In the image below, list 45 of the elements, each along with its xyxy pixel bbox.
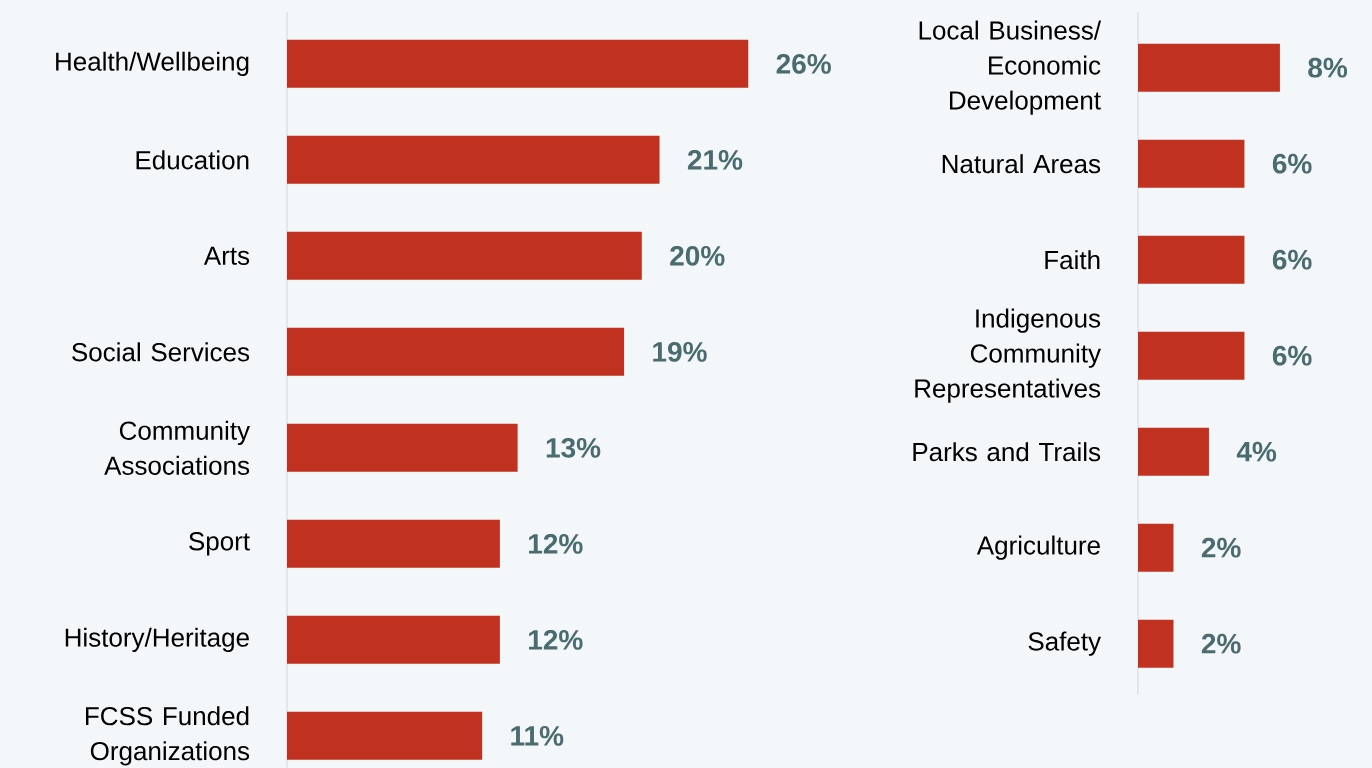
bar: [287, 39, 749, 88]
bar: [287, 327, 625, 376]
bar: [1138, 43, 1280, 92]
data-label: 6%: [1272, 153, 1312, 174]
y-tick-label: Natural Areas: [942, 154, 1101, 174]
bar: [1138, 331, 1245, 380]
bar: [287, 231, 642, 280]
bar: [1138, 619, 1174, 668]
bar: [287, 519, 500, 568]
y-tick-label: Sport: [189, 532, 250, 556]
data-label: 4%: [1236, 441, 1277, 462]
data-label: 26%: [776, 53, 831, 74]
data-label: 2%: [1201, 537, 1241, 558]
data-label: 21%: [687, 149, 743, 170]
y-tick-label: Agriculture: [976, 535, 1100, 560]
y-tick-label: Indigenous Community Representatives: [915, 308, 1101, 403]
bar: [1138, 139, 1245, 188]
data-label: 11%: [511, 726, 564, 746]
y-tick-label: Parks and Trails: [913, 442, 1101, 462]
data-label: 12%: [529, 629, 583, 650]
y-tick-label: Education: [136, 150, 249, 170]
data-label: 19%: [653, 341, 707, 362]
bar: [287, 423, 518, 472]
y-tick-label: History/Heritage: [65, 627, 249, 652]
y-tick-label: Community Associations: [104, 420, 250, 475]
bar: [287, 135, 660, 184]
data-label: 2%: [1201, 633, 1241, 654]
data-label: 13%: [546, 437, 601, 458]
y-tick-label: Faith: [1045, 250, 1100, 270]
data-label: 12%: [529, 533, 583, 554]
bar: [1138, 235, 1245, 284]
y-tick-label: Social Services: [72, 342, 250, 362]
y-tick-label: FCSS Funded Organizations: [86, 706, 250, 766]
bar: [1138, 427, 1209, 476]
y-tick-label: Arts: [203, 246, 250, 265]
y-tick-label: Safety: [1028, 631, 1102, 656]
bar: [287, 711, 483, 760]
data-label: 6%: [1272, 345, 1312, 366]
y-tick-label: Health/Wellbeing: [56, 51, 249, 76]
data-label: 8%: [1308, 57, 1348, 78]
y-tick-label: Local Business/ Economic Development: [919, 20, 1102, 115]
bar: [287, 615, 500, 664]
bar: [1138, 523, 1174, 572]
data-label: 6%: [1272, 249, 1312, 270]
data-label: 20%: [670, 245, 725, 266]
